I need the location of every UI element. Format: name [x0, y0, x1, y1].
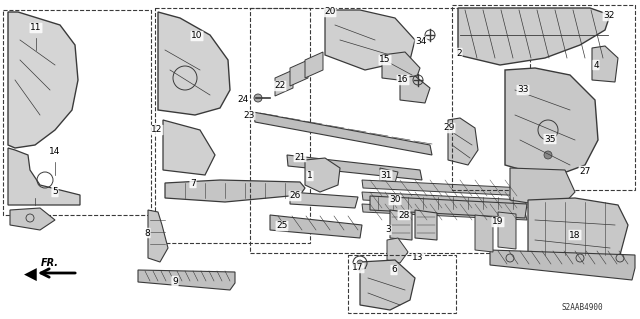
Polygon shape — [8, 12, 78, 148]
Polygon shape — [138, 270, 235, 290]
Text: 26: 26 — [289, 191, 301, 201]
Polygon shape — [10, 208, 55, 230]
Polygon shape — [370, 196, 527, 218]
Polygon shape — [362, 192, 527, 208]
Polygon shape — [163, 120, 215, 175]
Text: 23: 23 — [243, 110, 255, 120]
Polygon shape — [490, 250, 635, 280]
Text: 27: 27 — [579, 167, 591, 175]
Text: 24: 24 — [237, 94, 248, 103]
Text: 5: 5 — [52, 188, 58, 197]
Polygon shape — [253, 112, 432, 155]
Text: 2: 2 — [456, 48, 462, 57]
Text: 17: 17 — [352, 263, 364, 272]
Polygon shape — [270, 215, 362, 238]
Text: 15: 15 — [380, 56, 391, 64]
Text: S2AAB4900: S2AAB4900 — [561, 303, 603, 313]
Polygon shape — [165, 180, 305, 202]
Text: 7: 7 — [190, 179, 196, 188]
Polygon shape — [382, 52, 420, 82]
Polygon shape — [448, 118, 478, 165]
Polygon shape — [528, 198, 628, 268]
Polygon shape — [158, 12, 230, 115]
Circle shape — [357, 260, 363, 266]
Text: 13: 13 — [412, 254, 424, 263]
Polygon shape — [475, 215, 493, 252]
Polygon shape — [362, 180, 527, 196]
Text: 20: 20 — [324, 8, 336, 17]
Text: 16: 16 — [397, 76, 409, 85]
Text: FR.: FR. — [41, 258, 59, 268]
Text: 19: 19 — [492, 218, 504, 226]
Text: 33: 33 — [517, 85, 529, 94]
Polygon shape — [305, 52, 323, 78]
Circle shape — [254, 94, 262, 102]
Text: 12: 12 — [151, 125, 163, 135]
Polygon shape — [458, 8, 610, 65]
Text: ◀: ◀ — [24, 266, 36, 284]
Text: 29: 29 — [444, 123, 454, 132]
Polygon shape — [360, 260, 415, 310]
Polygon shape — [290, 60, 308, 86]
Polygon shape — [400, 76, 430, 103]
Text: 3: 3 — [385, 226, 391, 234]
Text: 22: 22 — [275, 81, 285, 91]
Polygon shape — [325, 10, 415, 70]
Text: 9: 9 — [172, 277, 178, 286]
Text: 4: 4 — [593, 61, 599, 70]
Text: 6: 6 — [391, 265, 397, 275]
Polygon shape — [592, 46, 618, 82]
Polygon shape — [148, 210, 168, 262]
Text: 14: 14 — [49, 147, 61, 157]
Text: 30: 30 — [389, 196, 401, 204]
Text: 10: 10 — [191, 32, 203, 41]
Circle shape — [544, 151, 552, 159]
Text: 32: 32 — [604, 11, 614, 20]
Text: 8: 8 — [144, 228, 150, 238]
Polygon shape — [387, 238, 408, 263]
Text: 31: 31 — [380, 170, 392, 180]
Text: 25: 25 — [276, 221, 288, 231]
Polygon shape — [275, 70, 293, 96]
Polygon shape — [498, 212, 516, 249]
Polygon shape — [505, 68, 598, 178]
Text: 18: 18 — [569, 231, 580, 240]
Polygon shape — [390, 210, 412, 240]
Polygon shape — [362, 204, 527, 220]
Text: 34: 34 — [415, 38, 427, 47]
Polygon shape — [510, 168, 575, 208]
Polygon shape — [380, 168, 398, 183]
Polygon shape — [415, 210, 437, 240]
Polygon shape — [287, 155, 422, 180]
Text: 28: 28 — [398, 211, 410, 219]
Text: 11: 11 — [30, 24, 42, 33]
Text: 35: 35 — [544, 135, 556, 144]
Text: 21: 21 — [294, 152, 306, 161]
Text: 1: 1 — [307, 172, 313, 181]
Polygon shape — [305, 158, 340, 192]
Polygon shape — [8, 148, 80, 205]
Polygon shape — [290, 192, 358, 208]
